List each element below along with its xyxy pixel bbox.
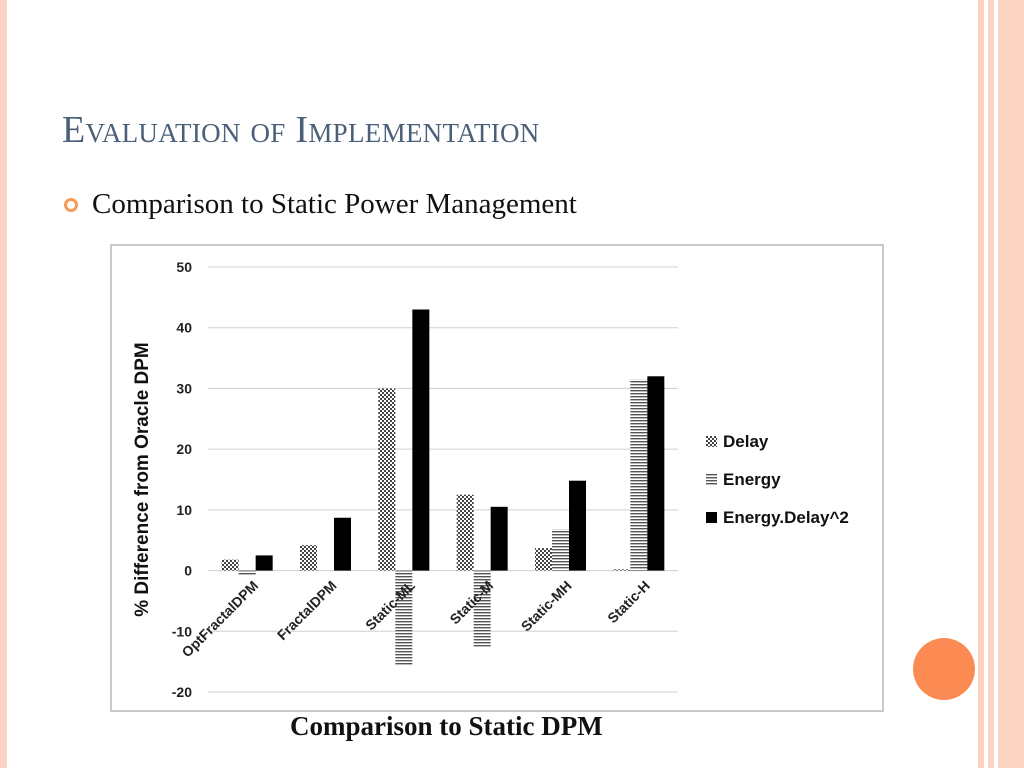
bar-delay-optfractaldpm: [221, 559, 239, 571]
ring-bullet-icon: [64, 198, 78, 212]
bar-energy-delay-2-optfractaldpm: [255, 555, 273, 571]
bar-chart: 50 40 30 20 10 0 -10 -20 % Difference from Oracl…: [132, 259, 849, 700]
orange-circle: [913, 638, 975, 700]
y-tick-label: 0: [184, 563, 192, 579]
y-tick-label: 30: [176, 380, 192, 396]
slide-title: Evaluation of Implementation: [62, 109, 540, 151]
bullet-text: Comparison to Static Power Management: [92, 188, 577, 220]
legend-label: Energy: [723, 470, 781, 489]
x-category-label: OptFractalDPM: [178, 577, 261, 660]
bar-energy-static-m: [473, 570, 491, 647]
bar-energy-delay-2-static-ml: [412, 309, 430, 571]
chart-panel: 50 40 30 20 10 0 -10 -20 % Difference from Oracl…: [110, 244, 884, 712]
bar-energy-delay-2-fractaldpm: [334, 517, 351, 571]
x-category-label: FractalDPM: [274, 577, 340, 643]
y-tick-label: 40: [176, 320, 192, 336]
y-tick-label: -10: [172, 623, 192, 639]
legend-label: Delay: [723, 432, 769, 451]
bar-energy-delay-2-static-m: [490, 506, 508, 571]
bar-delay-fractaldpm: [300, 545, 317, 571]
right-frame-stripes: [978, 0, 1024, 768]
x-category-label: Static-H: [604, 577, 653, 626]
left-frame-stripe: [0, 0, 7, 768]
y-tick-label: -20: [172, 684, 192, 700]
bar-energy-optfractaldpm: [238, 570, 256, 575]
bar-energy-static-mh: [552, 529, 569, 571]
legend-swatch: [706, 474, 717, 485]
y-axis-title: % Difference from Oracle DPM: [132, 342, 153, 617]
x-category-label: Static-MH: [518, 577, 575, 634]
legend-swatch: [706, 512, 717, 523]
legend-label: Energy.Delay^2: [723, 508, 849, 527]
y-tick-label: 50: [176, 259, 192, 275]
bar-delay-static-mh: [535, 548, 552, 571]
legend-swatch: [706, 436, 717, 447]
chart-caption: Comparison to Static DPM: [290, 711, 603, 741]
bar-energy-static-h: [630, 379, 648, 571]
bar-delay-static-ml: [378, 388, 396, 571]
bar-delay-static-m: [456, 494, 474, 571]
bar-delay-static-h: [613, 569, 631, 571]
y-tick-label: 10: [176, 502, 192, 518]
y-tick-label: 20: [176, 441, 192, 457]
bar-energy-delay-2-static-h: [647, 376, 665, 571]
bar-energy-static-ml: [395, 570, 413, 665]
bar-energy-delay-2-static-mh: [569, 480, 586, 571]
